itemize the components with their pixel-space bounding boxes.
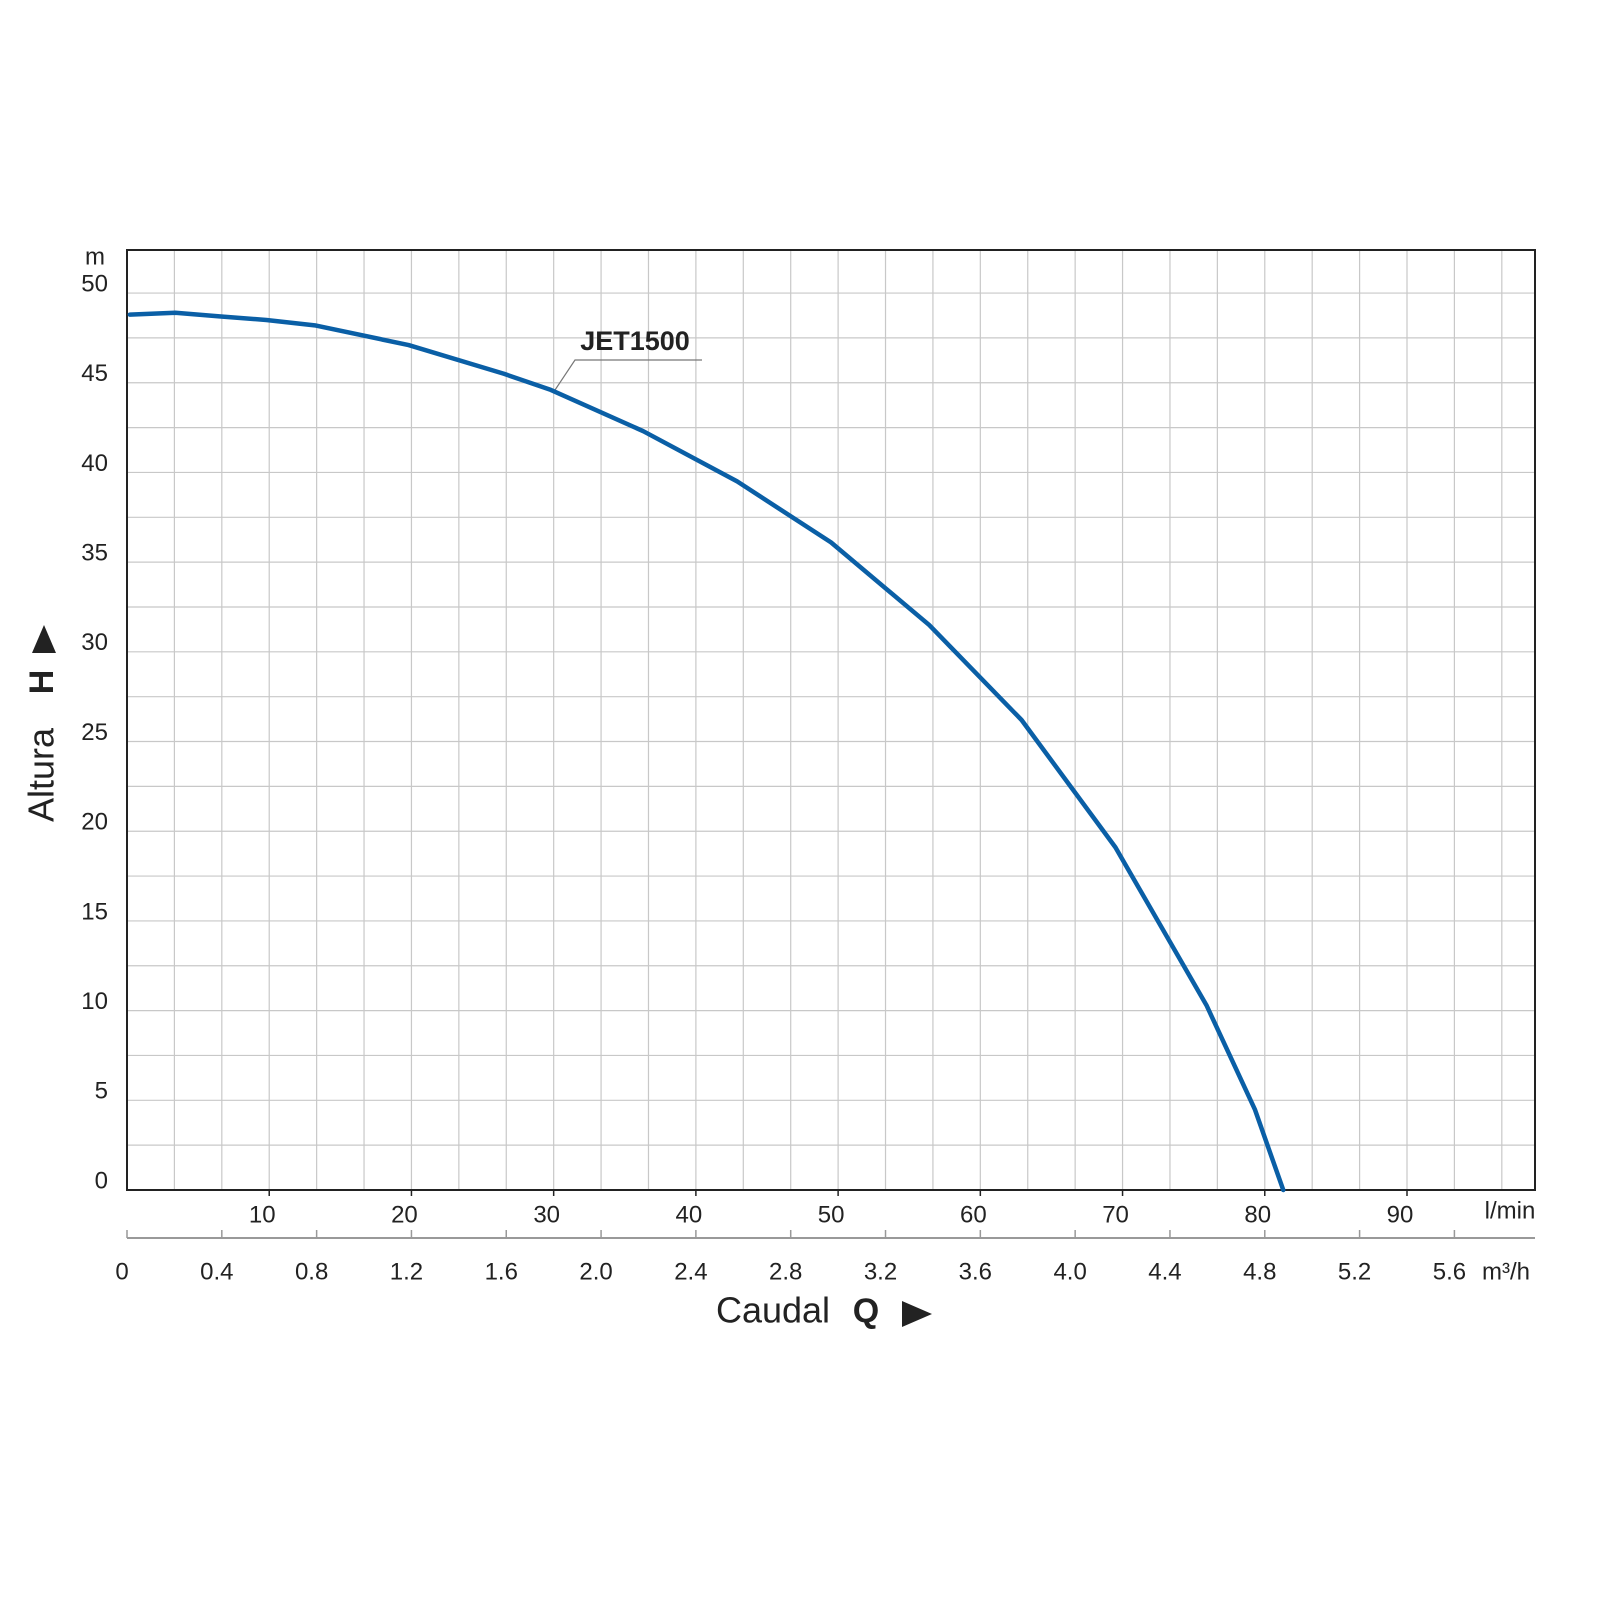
plot-frame <box>126 249 1536 1191</box>
y-symbol: H <box>23 670 61 695</box>
y-label: Altura <box>21 727 62 822</box>
x2-unit: m³/h <box>1482 1258 1530 1285</box>
x-tick-label: 80 <box>1244 1201 1271 1228</box>
x2-tick-label: 0.4 <box>200 1258 233 1285</box>
y-tick-label: 50 <box>81 270 108 297</box>
x-label: Caudal <box>716 1290 830 1331</box>
y-tick-label: 20 <box>81 809 108 836</box>
x2-tick-label: 4.4 <box>1148 1258 1181 1285</box>
x-tick-label: 50 <box>818 1201 845 1228</box>
y-tick-label: 35 <box>81 539 108 566</box>
y-tick-label: 5 <box>95 1078 108 1105</box>
x-tick-label: 90 <box>1387 1201 1414 1228</box>
x2-tick-label: 3.2 <box>864 1258 897 1285</box>
x2-tick-label: 0.8 <box>295 1258 328 1285</box>
x-tick-label: 30 <box>533 1201 560 1228</box>
x2-tick-label: 0 <box>115 1258 128 1285</box>
x2-tick-label: 2.8 <box>769 1258 802 1285</box>
y-tick-label: 15 <box>81 898 108 925</box>
y-tick-label: 10 <box>81 988 108 1015</box>
curve <box>127 310 1286 1193</box>
x2-tick-label: 1.6 <box>485 1258 518 1285</box>
x2-tick-label: 2.4 <box>674 1258 707 1285</box>
y-tick-label: 45 <box>81 360 108 387</box>
x-tick-label: 20 <box>391 1201 418 1228</box>
y-tick-label: 30 <box>81 629 108 656</box>
x2-tick-label: 1.2 <box>390 1258 423 1285</box>
y-tick-label: 40 <box>81 450 108 477</box>
x-symbol: Q <box>853 1292 879 1330</box>
x-tick-label: 40 <box>676 1201 703 1228</box>
x-tick-label: 60 <box>960 1201 987 1228</box>
x-tick-label: 10 <box>249 1201 276 1228</box>
x-tick-label: 70 <box>1102 1201 1129 1228</box>
x-arrow <box>902 1301 932 1327</box>
x2-tick-label: 5.2 <box>1338 1258 1371 1285</box>
x2-tick-label: 5.6 <box>1433 1258 1466 1285</box>
x2-tick-label: 3.6 <box>959 1258 992 1285</box>
series-leader <box>554 359 702 391</box>
x-unit: l/min <box>1485 1197 1536 1224</box>
x2-tick-label: 4.0 <box>1053 1258 1086 1285</box>
x2-tick-label: 2.0 <box>579 1258 612 1285</box>
x2-tick-label: 4.8 <box>1243 1258 1276 1285</box>
series-label: JET1500 <box>580 326 690 356</box>
y-arrow <box>32 625 56 653</box>
y-tick-label: 25 <box>81 719 108 746</box>
y-unit: m <box>85 243 105 270</box>
y-tick-label: 0 <box>95 1167 108 1194</box>
